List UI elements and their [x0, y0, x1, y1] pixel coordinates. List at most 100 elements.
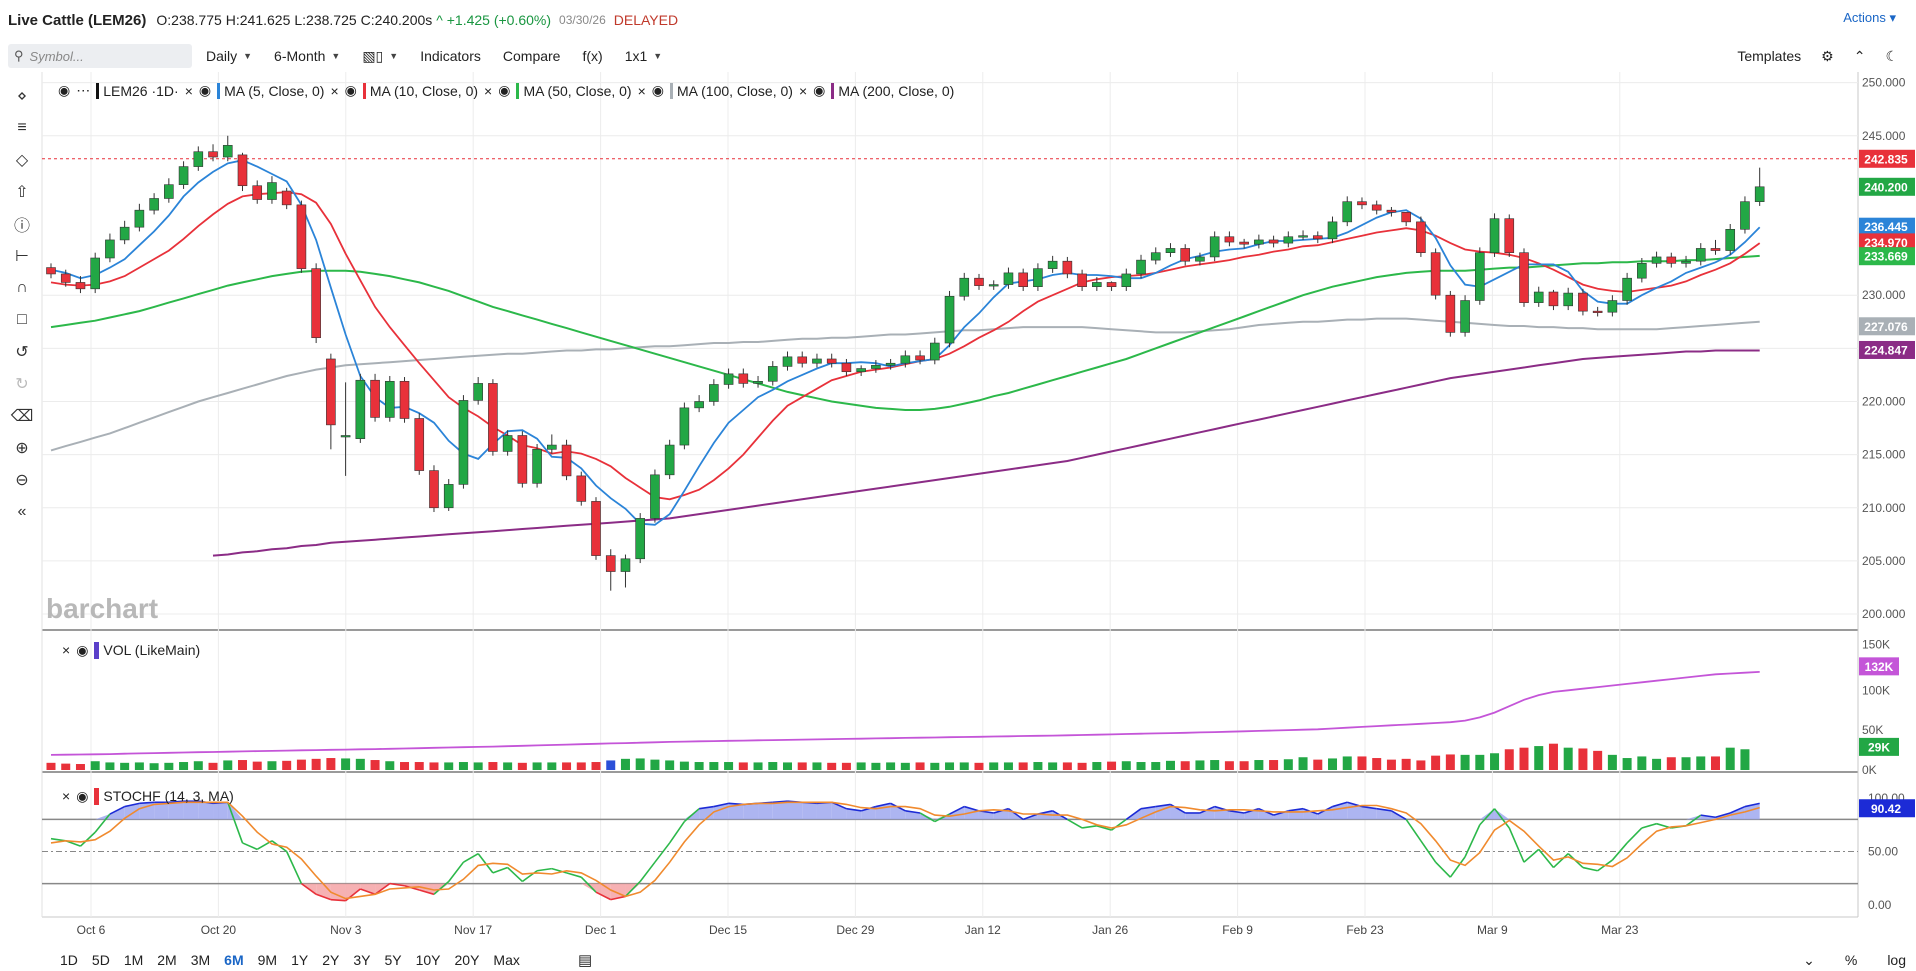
price-label-box [1859, 233, 1915, 252]
dark-mode-icon[interactable]: ☾ [1885, 47, 1898, 64]
measure-tool-icon[interactable]: ⊢ [15, 248, 29, 265]
volume-bar [193, 761, 203, 770]
volume-bar [1224, 761, 1234, 770]
compare-button[interactable]: Compare [503, 48, 561, 64]
candle-body [1018, 272, 1028, 287]
close-icon[interactable]: × [798, 82, 808, 99]
actions-menu[interactable]: Actions ▾ [1843, 10, 1896, 26]
zoom-out-icon[interactable]: ⊖ [15, 472, 29, 489]
drawing-tools: ⋄ ≡ ◇ ⇧ ⓘ ⊢ ∩ □ ↺ ↻ ⌫ ⊕ ⊖ « [8, 80, 36, 528]
chart-type-dropdown[interactable]: ▧▯ ▼ [362, 48, 398, 65]
range-max[interactable]: Max [493, 952, 520, 968]
change-value: ^ +1.425 (+0.60%) [436, 12, 552, 28]
x-tick-label: Oct 6 [77, 923, 106, 937]
legend-ma50[interactable]: MA (50, Close, 0) [516, 82, 632, 99]
axes: Oct 6 Oct 20 Nov 3 Nov 17 Dec 1 Dec 15 Dec 29 J… [77, 76, 1915, 937]
chevron-down-icon[interactable]: ⌄ [1803, 952, 1815, 968]
calendar-icon[interactable]: ▤ [578, 952, 593, 969]
templates-button[interactable]: Templates [1737, 48, 1802, 64]
period-dropdown[interactable]: 6-Month ▼ [274, 48, 340, 64]
candle-body [561, 444, 572, 477]
close-icon[interactable]: × [484, 82, 493, 99]
eye-icon[interactable]: ◉ [813, 82, 826, 98]
collapse-icon[interactable]: « [17, 503, 27, 520]
legend-volume[interactable]: VOL (LikeMain) [94, 642, 200, 659]
close-icon[interactable]: × [637, 82, 646, 99]
zoom-in-icon[interactable]: ⊕ [15, 440, 29, 457]
candle-body [1268, 239, 1279, 244]
stoch-overbought-fill [831, 802, 847, 820]
x-tick-label: Feb 23 [1346, 923, 1384, 937]
range-5y[interactable]: 5Y [384, 952, 402, 968]
eye-icon[interactable]: ◉ [651, 82, 664, 98]
eye-icon[interactable]: ◉ [498, 82, 511, 98]
range-1y[interactable]: 1Y [291, 952, 309, 968]
volume-bar [134, 762, 144, 770]
close-icon[interactable]: × [62, 788, 71, 804]
info-tool-icon[interactable]: ⓘ [13, 218, 30, 235]
x-tick-label: Jan 12 [965, 923, 1001, 937]
close-icon[interactable]: × [62, 642, 71, 658]
eye-icon[interactable]: ◉ [76, 788, 89, 804]
gear-icon[interactable]: ⚙ [1821, 47, 1834, 64]
close-icon[interactable]: × [330, 82, 339, 99]
range-20y[interactable]: 20Y [454, 952, 480, 968]
legend-ma200[interactable]: MA (200, Close, 0) [831, 82, 954, 99]
volume-bar [1077, 762, 1087, 770]
price-label-box [1859, 149, 1915, 168]
undo-icon[interactable]: ↺ [15, 344, 29, 361]
eye-icon[interactable]: ◉ [198, 82, 212, 98]
range-9m[interactable]: 9M [257, 952, 278, 968]
magnet-icon[interactable]: ∩ [16, 279, 28, 296]
trash-icon[interactable]: ⌫ [10, 408, 34, 425]
range-5d[interactable]: 5D [91, 952, 110, 968]
candle-body [1622, 277, 1632, 301]
range-1m[interactable]: 1M [123, 952, 144, 968]
eye-icon[interactable]: ◉ [76, 642, 89, 658]
stoch-k-segment [1081, 825, 1097, 829]
x-tick-label: Mar 9 [1477, 923, 1508, 937]
log-toggle[interactable]: log [1887, 952, 1906, 968]
lock-icon[interactable]: □ [17, 311, 27, 328]
fib-tool-icon[interactable]: ≡ [17, 119, 27, 136]
candle-body [222, 145, 233, 158]
stoch-overbought-fill [920, 812, 935, 820]
close-icon[interactable]: × [184, 82, 193, 99]
layout-dropdown[interactable]: 1x1 ▼ [625, 48, 663, 64]
candle-body [267, 182, 277, 200]
candle-body [694, 401, 704, 409]
indicators-button[interactable]: Indicators [420, 48, 481, 64]
fx-button[interactable]: f(x) [582, 48, 602, 64]
eye-icon[interactable]: ◉ [58, 82, 71, 98]
y-tick-label: 210.000 [1862, 501, 1906, 515]
arrow-tool-icon[interactable]: ⇧ [15, 184, 29, 201]
range-3m[interactable]: 3M [190, 952, 211, 968]
legend-ma5[interactable]: MA (5, Close, 0) [217, 82, 324, 99]
candle-body [988, 284, 999, 287]
range-6m[interactable]: 6M [224, 952, 244, 968]
interval-dropdown[interactable]: Daily ▼ [206, 48, 252, 64]
legend-ma10[interactable]: MA (10, Close, 0) [362, 82, 478, 99]
symbol-name[interactable]: Live Cattle (LEM26) [8, 11, 147, 29]
shape-tool-icon[interactable]: ◇ [15, 152, 29, 169]
stoch-k-segment [1420, 840, 1437, 863]
expand-icon[interactable]: ⌃ [1853, 47, 1866, 64]
range-2m[interactable]: 2M [157, 952, 177, 968]
redo-icon[interactable]: ↻ [15, 376, 29, 393]
legend-stoch[interactable]: STOCHF (14, 3, MA) [94, 788, 234, 805]
candle-body [90, 257, 100, 290]
range-10y[interactable]: 10Y [415, 952, 441, 968]
range-1d[interactable]: 1D [60, 952, 78, 968]
legend-ma100[interactable]: MA (100, Close, 0) [670, 82, 793, 99]
symbol-search[interactable]: ⚲ Symbol... [8, 44, 192, 68]
crosshair-tool-icon[interactable]: ⋄ [16, 88, 27, 105]
volume-bar [841, 762, 851, 770]
volume-bar [1563, 747, 1573, 770]
percent-toggle[interactable]: % [1844, 952, 1858, 968]
range-3y[interactable]: 3Y [353, 952, 371, 968]
eye-icon[interactable]: ◉ [344, 82, 357, 98]
chevron-down-icon: ▼ [389, 51, 399, 61]
range-2y[interactable]: 2Y [322, 952, 340, 968]
stoch-k-segment [1744, 802, 1760, 808]
